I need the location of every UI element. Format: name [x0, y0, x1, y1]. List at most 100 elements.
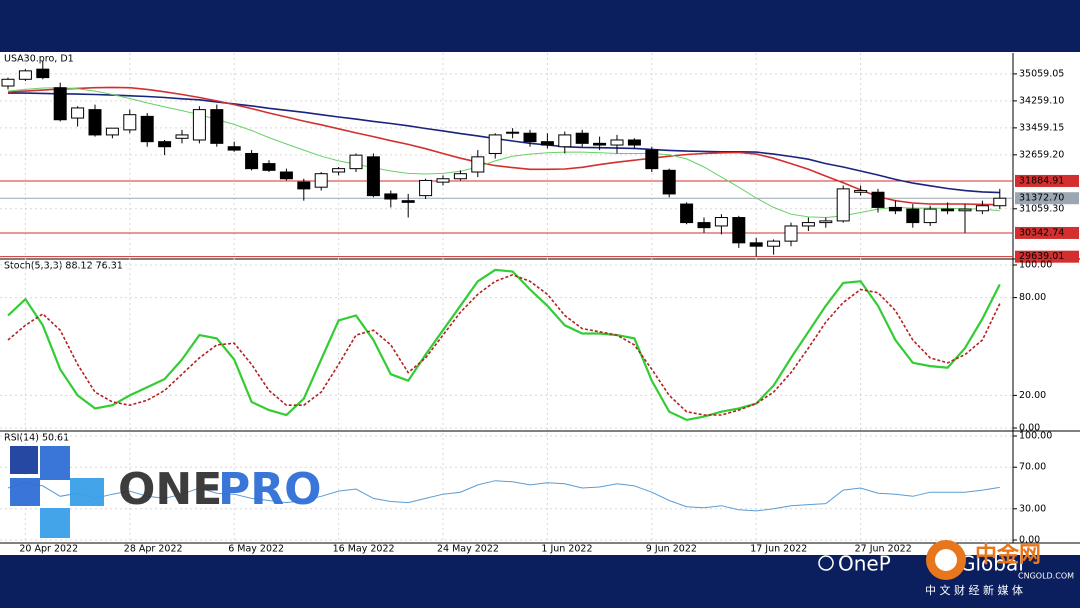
price-label: 29639.01 — [1019, 251, 1064, 262]
candle-body — [732, 217, 746, 244]
y-tick-label: 0.00 — [1019, 423, 1040, 434]
pane-title: RSI(14) 50.61 — [4, 433, 69, 444]
candle-body — [819, 220, 833, 224]
plot: 20 Apr 2022 28 Apr 2022 6 May 2022 16 May 2… — [0, 53, 1080, 555]
candle-body — [488, 134, 502, 154]
candle-body — [540, 141, 554, 146]
onepro-logo: ONE PRO — [10, 446, 322, 538]
candle-body — [401, 200, 415, 203]
x-tick-label: 9 Jun 2022 — [646, 544, 697, 555]
candle-body — [53, 87, 67, 121]
candle-body — [227, 146, 241, 151]
y-tick-label: 100.00 — [1019, 431, 1052, 442]
tagline: 中 文 财 经 新 媒 体 — [925, 583, 1023, 597]
candle-body — [366, 156, 380, 197]
site-icon-inner — [935, 549, 957, 571]
indicator-line — [7, 268, 1001, 422]
price-label-box — [1015, 226, 1079, 239]
candle-body — [662, 169, 676, 195]
x-tick-label: 6 May 2022 — [228, 544, 284, 555]
candle-body — [384, 193, 398, 200]
candle-body — [958, 208, 972, 212]
indicator-line — [7, 480, 1000, 512]
x-tick-label: 24 May 2022 — [437, 544, 499, 555]
candle-body — [419, 179, 433, 197]
price-label: 30342.74 — [1019, 227, 1064, 238]
price-label: 31884.91 — [1019, 175, 1064, 186]
candle-body — [210, 109, 224, 144]
candle-body — [923, 208, 937, 224]
candle-body — [941, 208, 955, 212]
candle-body — [906, 208, 920, 224]
candle-body — [1, 78, 15, 87]
x-tick-label: 1 Jun 2022 — [541, 544, 592, 555]
candle-body — [697, 222, 711, 229]
logo-pro: PRO — [218, 464, 322, 515]
candle-body — [680, 203, 694, 224]
candle-body — [836, 188, 850, 222]
y-tick-label: 35059.05 — [1019, 68, 1064, 79]
candle-body — [175, 134, 189, 139]
candle-body — [801, 222, 815, 227]
brand-left: OneP — [838, 552, 891, 576]
candle-body — [784, 225, 798, 242]
moving-average — [8, 92, 1000, 194]
candle-body — [453, 173, 467, 180]
x-tick-label: 27 Jun 2022 — [855, 544, 912, 555]
moving-average — [7, 87, 1000, 219]
pane-title: Stoch(5,3,3) 88.12 76.31 — [4, 261, 123, 272]
candle-body — [140, 115, 154, 143]
y-tick-label: 20.00 — [1019, 390, 1046, 401]
moving-average — [7, 86, 1000, 206]
price-label-box — [1015, 174, 1079, 187]
candle-body — [975, 205, 989, 212]
y-tick-label: 33459.15 — [1019, 122, 1064, 133]
price-label-box — [1015, 192, 1079, 205]
logo-block — [40, 478, 104, 538]
footer-watermark: OneP Global 中金网 CNGOLD.COM 中 文 财 经 新 媒 体 — [818, 540, 1074, 597]
y-tick-label: 30.00 — [1019, 503, 1046, 514]
x-tick-label: 17 Jun 2022 — [750, 544, 807, 555]
site-url: CNGOLD.COM — [1018, 572, 1074, 581]
y-tick-label: 31059.30 — [1019, 203, 1064, 214]
y-tick-label: 80.00 — [1019, 292, 1046, 303]
candle-body — [593, 142, 607, 146]
candle-body — [123, 114, 137, 131]
candle-body — [506, 131, 520, 134]
candle-body — [88, 109, 102, 136]
candle-body — [192, 109, 206, 141]
candle-body — [71, 107, 85, 119]
price-label: 31372.70 — [1019, 193, 1064, 204]
y-tick-label: 34259.10 — [1019, 95, 1064, 106]
indicator-line — [7, 273, 1001, 416]
price-label-box — [1015, 250, 1079, 263]
candle-body — [332, 168, 346, 173]
wechat-icon — [818, 555, 834, 571]
x-tick-label: 16 May 2022 — [333, 544, 395, 555]
candle-body — [627, 139, 641, 146]
logo-block — [10, 446, 38, 474]
candle-body — [314, 173, 328, 188]
candle-body — [18, 70, 32, 80]
y-tick-label: 0.00 — [1019, 535, 1040, 546]
logo-block — [10, 446, 70, 506]
candle-body — [575, 132, 589, 144]
logo-one: ONE — [118, 464, 222, 515]
pane-title: USA30.pro, D1 — [4, 54, 74, 65]
candle-body — [610, 139, 624, 146]
x-tick-label: 20 Apr 2022 — [19, 544, 78, 555]
brand-right: Global — [960, 552, 1024, 576]
candle-body — [767, 240, 781, 247]
site-name: 中金网 — [975, 542, 1041, 568]
candle-body — [436, 178, 450, 183]
candle-body — [714, 217, 728, 227]
top-band — [0, 0, 1080, 52]
candle-body — [888, 206, 902, 212]
candle-body — [349, 154, 363, 170]
candle-body — [471, 156, 485, 173]
candle-body — [645, 149, 659, 170]
y-tick-label: 70.00 — [1019, 462, 1046, 473]
candle-body — [245, 152, 259, 170]
